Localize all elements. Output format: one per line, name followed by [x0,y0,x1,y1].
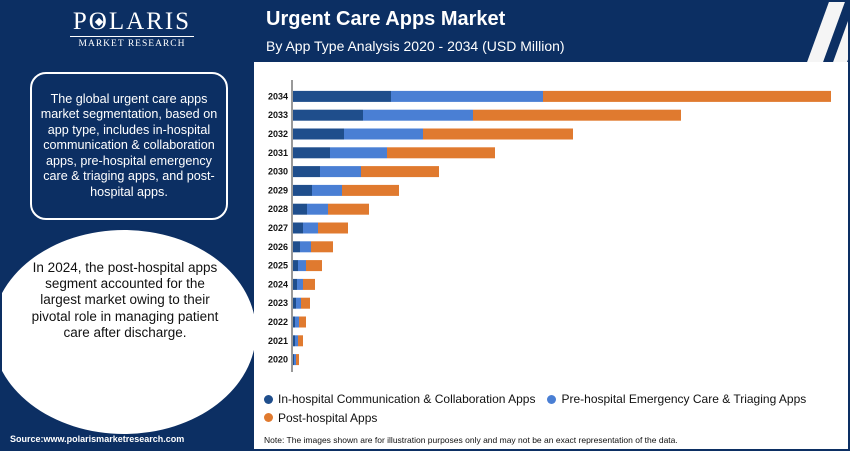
y-tick-label-2033: 2033 [268,110,288,120]
y-tick-label-2027: 2027 [268,223,288,233]
highlight-text: In 2024, the post-hospital apps segment … [31,260,219,340]
brand-name: POLARIS [72,8,192,36]
bar-2029-series-0 [293,184,312,196]
bar-2020-series-2 [296,354,299,366]
bar-2021-series-1 [295,335,298,347]
bar-2032-series-1 [344,128,423,140]
y-tick-label-2031: 2031 [268,148,288,158]
brand-subtitle: MARKET RESEARCH [70,36,194,49]
bar-2025-series-0 [293,260,298,272]
bar-2032-series-2 [423,128,573,140]
bar-2027-series-2 [318,222,348,234]
left-panel: POLARIS MARKET RESEARCH The global urgen… [2,2,254,449]
legend-item-pre-hospital: Pre-hospital Emergency Care & Triaging A… [547,390,806,408]
y-tick-label-2025: 2025 [268,261,288,271]
chart-header: Urgent Care Apps Market By App Type Anal… [254,2,848,62]
bar-2030-series-1 [320,166,361,178]
bar-2030-series-2 [361,166,439,178]
bar-2031-series-1 [330,147,387,159]
bar-2031-series-2 [387,147,495,159]
bar-2024-series-2 [303,278,315,290]
y-tick-label-2032: 2032 [268,129,288,139]
bar-2026-series-1 [300,241,311,253]
bar-2034-series-2 [543,90,831,102]
y-tick-label-2022: 2022 [268,317,288,327]
bar-2033-series-0 [293,109,363,121]
bar-2033-series-1 [363,109,473,121]
highlight-circle [2,228,254,436]
bar-2033-series-2 [473,109,681,121]
bar-2023-series-1 [296,297,301,309]
y-tick-label-2029: 2029 [268,185,288,195]
bar-2029-series-1 [312,184,342,196]
bar-2020-series-1 [294,354,296,366]
bar-2034-series-0 [293,90,391,102]
bar-2026-series-2 [311,241,333,253]
bar-2027-series-1 [303,222,318,234]
bar-2021-series-0 [293,335,295,347]
stacked-bar-chart: 2034 2033 2032 2031 2030 2029 2028 2027 2026 2025… [268,80,831,372]
y-tick-label-2028: 2028 [268,204,288,214]
bar-2023-series-0 [293,297,296,309]
bar-2026-series-0 [293,241,300,253]
compass-icon: O [89,8,109,36]
bar-2025-series-1 [298,260,306,272]
bar-2022-series-0 [293,316,295,328]
y-tick-label-2020: 2020 [268,355,288,365]
bar-2031-series-0 [293,147,330,159]
brand-logo: POLARIS MARKET RESEARCH [62,8,202,49]
legend-swatch [264,413,273,422]
legend-swatch [264,394,273,404]
chart-subtitle: By App Type Analysis 2020 - 2034 (USD Mi… [266,38,565,54]
bar-2034-series-1 [391,90,543,102]
y-tick-label-2024: 2024 [268,279,288,289]
y-tick-label-2023: 2023 [268,298,288,308]
chart-legend: In-hospital Communication & Collaboratio… [264,390,834,427]
bar-2021-series-2 [298,335,303,347]
y-tick-label-2034: 2034 [268,91,288,101]
segmentation-description: The global urgent care apps market segme… [30,72,228,220]
bar-2024-series-1 [297,278,303,290]
legend-item-in-hospital: In-hospital Communication & Collaboratio… [264,390,535,408]
legend-swatch [547,394,557,404]
y-tick-label-2021: 2021 [268,336,288,346]
disclaimer-note: Note: The images shown are for illustrat… [264,435,678,445]
bar-2020-series-0 [293,354,294,366]
bar-2032-series-0 [293,128,344,140]
bar-2027-series-0 [293,222,303,234]
bar-2025-series-2 [306,260,322,272]
bar-2028-series-0 [293,203,307,215]
bar-2028-series-2 [328,203,369,215]
bar-2022-series-1 [295,316,299,328]
bar-2022-series-2 [299,316,306,328]
bar-2030-series-0 [293,166,320,178]
y-tick-label-2030: 2030 [268,167,288,177]
bar-2024-series-0 [293,278,297,290]
description-text: The global urgent care apps market segme… [40,91,218,199]
bar-2028-series-1 [307,203,328,215]
bar-2023-series-2 [301,297,310,309]
chart-title: Urgent Care Apps Market [266,8,506,30]
y-tick-label-2026: 2026 [268,242,288,252]
bar-2029-series-2 [342,184,399,196]
source-text: Source:www.polarismarketresearch.com [10,434,185,444]
legend-item-post-hospital: Post-hospital Apps [264,409,377,427]
